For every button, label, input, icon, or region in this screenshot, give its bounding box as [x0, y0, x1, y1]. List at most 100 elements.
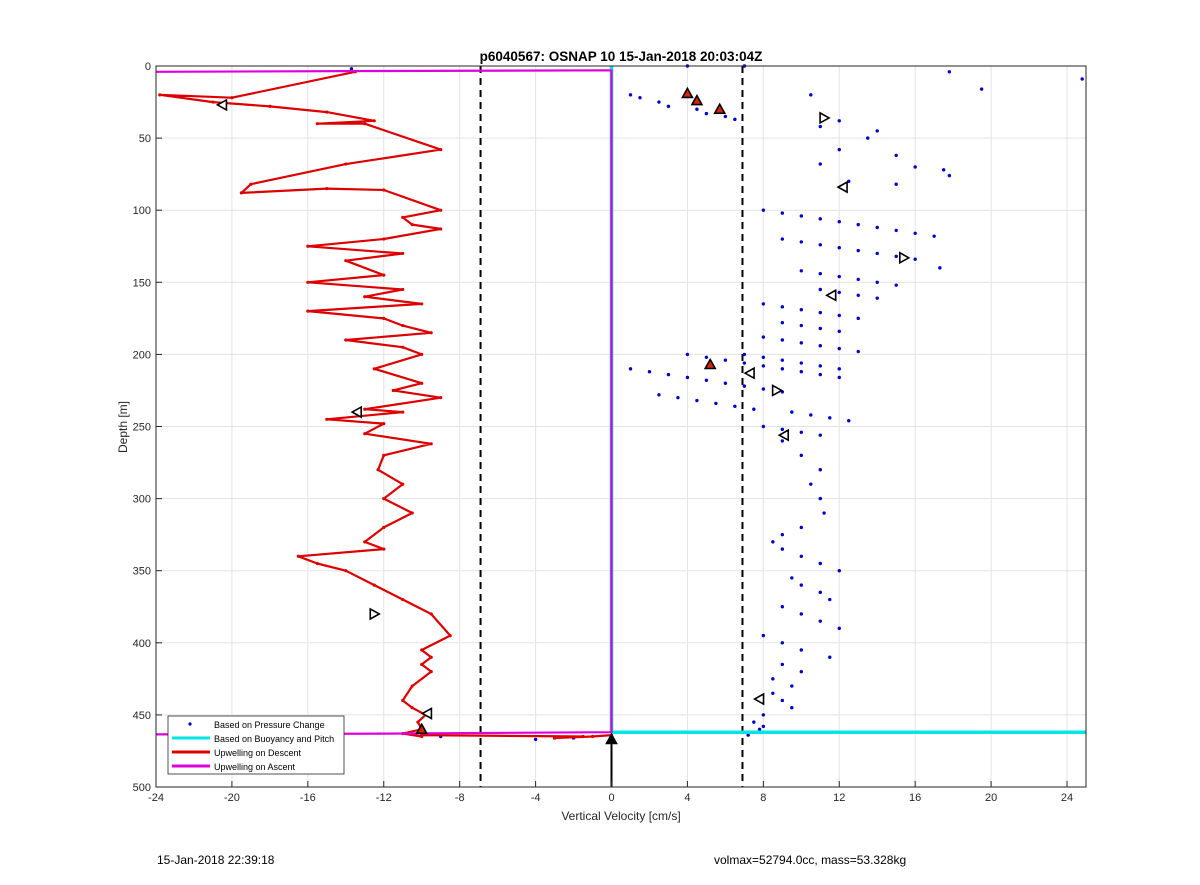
event-marker: [713, 102, 727, 115]
pressure-change-point: [704, 355, 709, 359]
descent-point: [391, 388, 395, 393]
pressure-change-point: [771, 691, 775, 695]
y-tick-label: 500: [133, 782, 151, 794]
descent-point: [325, 186, 329, 191]
y-tick-label: 50: [139, 133, 151, 145]
pressure-change-point: [875, 251, 879, 256]
pressure-change-point: [761, 724, 766, 729]
descent-point: [401, 345, 405, 349]
pressure-change-point: [771, 677, 775, 681]
event-marker: [819, 111, 831, 125]
descent-point: [382, 525, 386, 530]
pressure-change-point: [818, 162, 822, 166]
pressure-change-point: [941, 168, 946, 172]
pressure-change-point: [647, 370, 652, 374]
pressure-change-point: [913, 165, 917, 169]
x-tick-label: 24: [1061, 792, 1073, 804]
descent-point: [410, 684, 414, 688]
x-tick-label: -16: [300, 792, 316, 804]
pressure-change-point: [657, 393, 661, 397]
y-axis-ticks: 0 50 100 150 200 250 300 350 400 450 500: [133, 61, 162, 794]
pressure-change-point: [818, 271, 822, 276]
series-layer: [155, 64, 1086, 742]
descent-point: [363, 432, 367, 436]
pressure-change-point: [666, 104, 671, 109]
descent-point: [363, 407, 367, 411]
descent-point: [372, 119, 376, 123]
pressure-change-point: [894, 228, 898, 233]
event-marker: [415, 722, 429, 735]
pressure-change-point: [837, 626, 841, 631]
pressure-change-point: [866, 136, 870, 140]
pressure-change-point: [723, 381, 728, 385]
pressure-change-point: [752, 720, 756, 724]
descent-point: [439, 227, 443, 231]
descent-point: [268, 104, 272, 108]
pressure-change-point: [666, 372, 671, 377]
descent-point: [401, 597, 405, 602]
pressure-change-point: [761, 335, 766, 339]
pressure-change-point: [790, 410, 794, 414]
pressure-change-point: [349, 67, 354, 71]
pressure-change-point: [818, 326, 822, 331]
x-axis-ticks: -24 -20 -16 -12 -8 -4 0 4 8 12 16 20 24: [148, 781, 1073, 804]
pressure-change-point: [818, 590, 822, 595]
pressure-change-point: [742, 361, 747, 365]
descent-point: [581, 734, 585, 739]
pressure-change-point: [837, 329, 841, 334]
pressure-change-point: [913, 231, 917, 235]
pressure-change-point: [757, 727, 762, 732]
descent-point: [429, 670, 433, 674]
legend-label: Based on Pressure Change: [214, 720, 325, 730]
pressure-change-point: [979, 87, 984, 91]
descent-point: [239, 191, 244, 195]
pressure-change-point: [790, 684, 794, 688]
pressure-change-point: [761, 424, 766, 429]
pressure-change-point: [723, 114, 728, 119]
marker-layer: [215, 86, 911, 787]
pressure-change-point: [799, 361, 804, 365]
descent-point: [439, 208, 443, 212]
descent-point: [382, 453, 386, 457]
legend-box: [167, 715, 345, 775]
pressure-change-point: [799, 612, 804, 616]
descent-point: [382, 547, 386, 551]
descent-point: [325, 110, 329, 114]
x-axis-label: Vertical Velocity [cm/s]: [561, 809, 680, 823]
pressure-change-point: [799, 240, 804, 244]
pressure-change-point: [856, 222, 860, 227]
descent-point: [401, 482, 405, 486]
pressure-change-point: [837, 245, 841, 250]
chart-title: p6040567: OSNAP 10 15-Jan-2018 20:03:04Z: [480, 49, 763, 64]
pressure-change-point: [533, 737, 538, 742]
pressure-change-point: [780, 358, 785, 362]
descent-point: [420, 302, 424, 306]
pressure-change-point: [733, 117, 737, 122]
pressure-change-point: [799, 453, 804, 458]
event-marker: [690, 93, 704, 106]
pressure-change-point: [856, 316, 860, 321]
pressure-change-point: [837, 119, 841, 123]
event-marker: [605, 732, 618, 745]
threshold-lines: [479, 66, 744, 787]
pressure-change-point: [780, 305, 785, 309]
descent-point: [296, 554, 300, 558]
pressure-change-point: [799, 583, 804, 587]
descent-point: [382, 497, 386, 501]
pressure-change-point: [761, 364, 766, 368]
pressure-change-point: [790, 576, 794, 580]
pressure-change-point: [818, 287, 822, 292]
pressure-change-point: [856, 349, 860, 354]
y-tick-label: 350: [133, 566, 151, 578]
pressure-change-point: [761, 355, 766, 359]
descent-point: [230, 96, 234, 100]
descent-point: [420, 352, 424, 356]
descent-point: [344, 569, 348, 573]
event-marker: [743, 366, 755, 380]
descent-point: [344, 162, 348, 166]
descent-point: [363, 122, 367, 126]
descent-point: [416, 720, 420, 724]
pressure-change-point: [780, 532, 785, 537]
pressure-change-point: [894, 182, 898, 186]
descent-point: [401, 215, 405, 220]
